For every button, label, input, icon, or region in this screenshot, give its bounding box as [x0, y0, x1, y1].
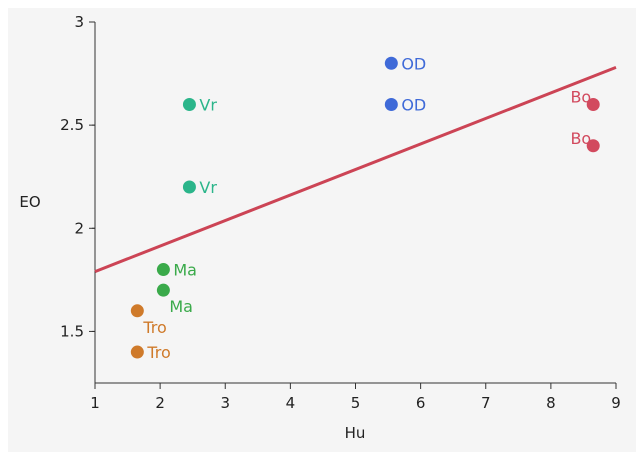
y-tick-label: 1.5 — [60, 322, 84, 340]
x-tick-label: 2 — [155, 394, 165, 412]
x-tick-label: 7 — [481, 394, 491, 412]
point-label: Ma — [173, 261, 197, 280]
data-point — [384, 98, 398, 112]
point-label: Vr — [199, 96, 217, 115]
x-tick-label: 4 — [286, 394, 296, 412]
data-point — [130, 345, 144, 359]
data-point — [156, 263, 170, 277]
x-axis-title: Hu — [345, 424, 366, 442]
point-label: Tro — [142, 318, 166, 337]
x-tick-label: 1 — [90, 394, 100, 412]
point-label: OD — [401, 96, 426, 115]
point-label: Ma — [169, 297, 193, 316]
chart-background — [8, 8, 636, 452]
x-tick-label: 6 — [416, 394, 426, 412]
point-label: Bo — [570, 88, 591, 107]
data-point — [384, 56, 398, 70]
y-tick-label: 2 — [74, 219, 84, 237]
point-label: Vr — [199, 178, 217, 197]
data-point — [130, 304, 144, 318]
x-tick-label: 3 — [220, 394, 230, 412]
y-tick-label: 2.5 — [60, 116, 84, 134]
axes: 1 2 3 4 5 6 7 8 9 1.5 2 2.5 3 — [60, 13, 621, 412]
point-label: Bo — [570, 129, 591, 148]
data-point — [182, 180, 196, 194]
x-tick-label: 9 — [611, 394, 621, 412]
data-point — [182, 98, 196, 112]
data-point — [586, 139, 600, 153]
point-label: OD — [401, 54, 426, 73]
y-axis-title: EO — [19, 193, 40, 211]
data-point — [586, 98, 600, 112]
trend-line — [94, 65, 617, 274]
y-tick-label: 3 — [74, 13, 84, 31]
x-tick-label: 8 — [546, 394, 556, 412]
point-label: Tro — [146, 343, 170, 362]
x-tick-label: 5 — [351, 394, 361, 412]
data-point — [156, 283, 170, 297]
trend-line-group — [94, 65, 617, 274]
